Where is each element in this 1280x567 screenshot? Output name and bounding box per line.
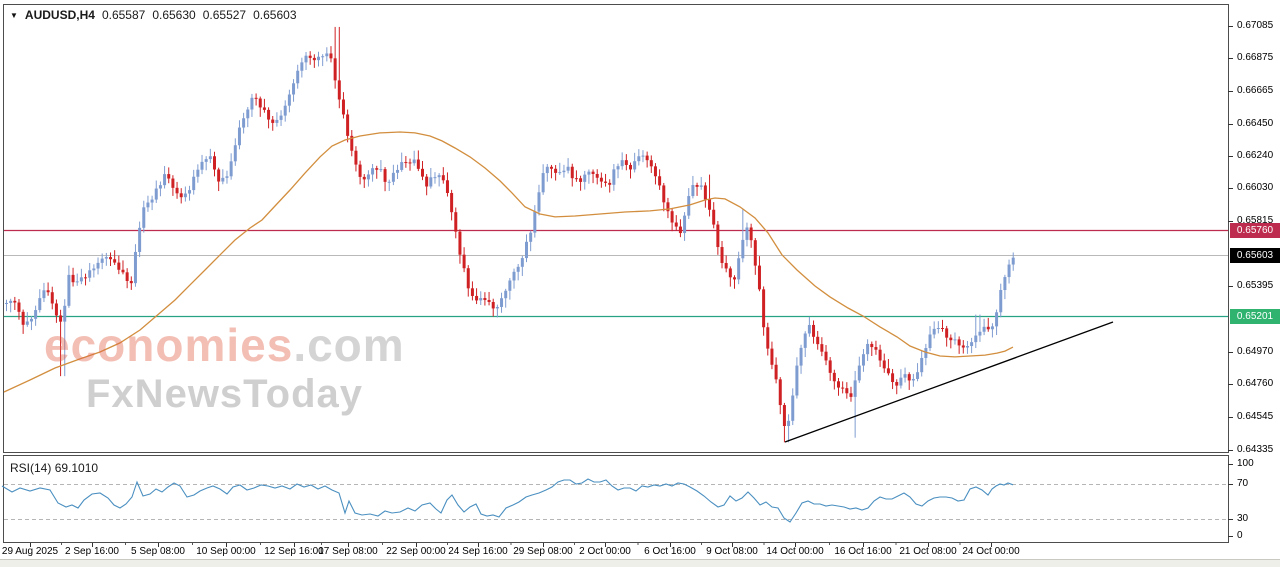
time-tick-label: 9 Oct 08:00: [706, 546, 758, 557]
time-tick-label: 17 Sep 08:00: [318, 546, 378, 557]
price-tick-label: 0.65815: [1237, 215, 1274, 226]
rsi-value: 69.1010: [54, 461, 99, 475]
moving-average-line: [3, 131, 1014, 393]
price-tick-label: 0.67085: [1237, 20, 1274, 31]
rsi-panel-border: [3, 455, 1229, 543]
current-price-tag: 0.65603: [1230, 247, 1280, 263]
quote-high: 0.65630: [152, 8, 196, 22]
quote-close: 0.65603: [253, 8, 297, 22]
rsi-tick-label: 30: [1237, 513, 1249, 524]
time-tick-label: 12 Sep 16:00: [264, 546, 324, 557]
time-tick-label: 24 Oct 00:00: [962, 546, 1020, 557]
rsi-tick-label: 100: [1237, 458, 1254, 469]
time-tick-label: 21 Oct 08:00: [899, 546, 957, 557]
time-tick-label: 2 Sep 16:00: [65, 546, 119, 557]
ascending-trendline[interactable]: [784, 321, 1114, 443]
price-tick-label: 0.64545: [1237, 411, 1274, 422]
price-tick-label: 0.64335: [1237, 444, 1274, 455]
time-tick-label: 16 Oct 16:00: [834, 546, 892, 557]
status-strip: [0, 559, 1280, 567]
price-tick-label: 0.66665: [1237, 85, 1274, 96]
main-panel-border: [3, 4, 1229, 453]
rsi-tick-label: 0: [1237, 530, 1243, 541]
rsi-tick-label: 70: [1237, 478, 1249, 489]
time-tick-label: 29 Sep 08:00: [513, 546, 573, 557]
time-tick-label: 29 Aug 2025: [1, 546, 59, 557]
price-tick-label: 0.66240: [1237, 150, 1274, 161]
resistance-price-tag: 0.65760: [1230, 222, 1280, 238]
price-tick-label: 0.65395: [1237, 280, 1274, 291]
time-tick-label: 6 Oct 16:00: [644, 546, 696, 557]
support-price-tag: 0.65201: [1230, 308, 1280, 324]
rsi-line: [1, 478, 1014, 523]
symbol-name: AUDUSD,H4: [24, 8, 95, 22]
symbol-dropdown-icon[interactable]: ▼: [10, 10, 18, 20]
time-tick-label: 14 Oct 00:00: [766, 546, 824, 557]
price-tick-label: 0.66875: [1237, 52, 1274, 63]
rsi-indicator-name: RSI(14): [10, 461, 52, 475]
quote-low: 0.65527: [202, 8, 247, 22]
candles-group: [5, 26, 1015, 443]
time-tick-label: 22 Sep 00:00: [386, 546, 446, 557]
price-tick-label: 0.66030: [1237, 182, 1274, 193]
price-tick-label: 0.64760: [1237, 378, 1274, 389]
symbol-header: ▼ AUDUSD,H4 0.65587 0.65630 0.65527 0.65…: [10, 8, 297, 22]
time-tick-label: 5 Sep 08:00: [131, 546, 185, 557]
time-tick-label: 2 Oct 00:00: [579, 546, 631, 557]
price-tick-label: 0.66450: [1237, 118, 1274, 129]
price-tick-label: 0.64970: [1237, 346, 1274, 357]
quote-open: 0.65587: [101, 8, 146, 22]
rsi-label: RSI(14) 69.1010: [10, 461, 98, 475]
time-tick-label: 10 Sep 00:00: [196, 546, 256, 557]
time-tick-label: 24 Sep 16:00: [448, 546, 508, 557]
